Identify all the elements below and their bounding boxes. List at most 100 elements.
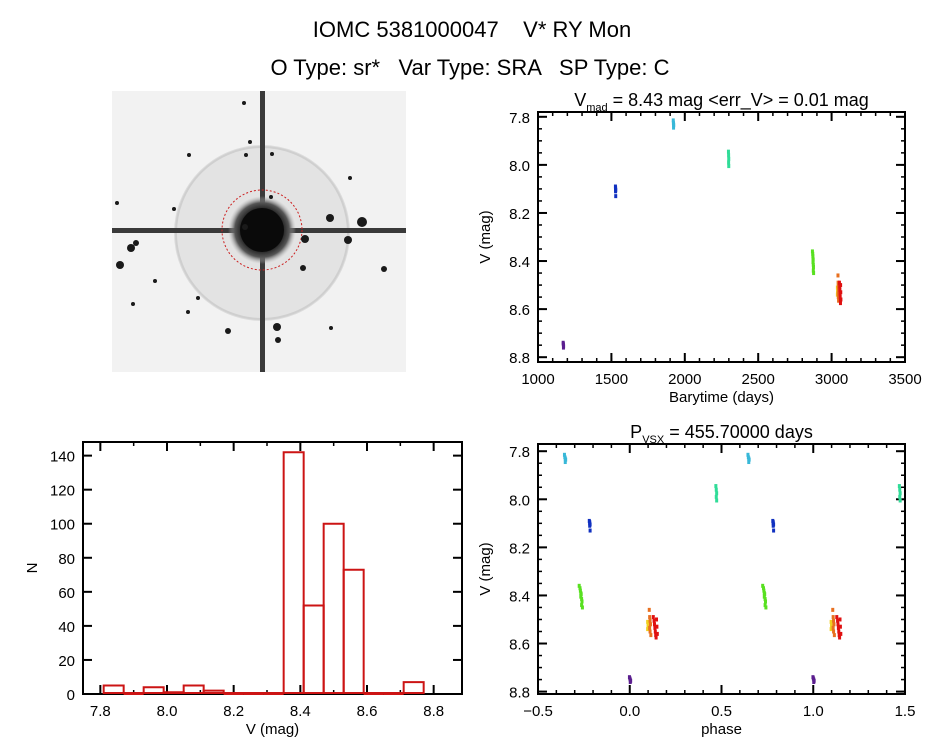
data-point <box>831 625 835 630</box>
data-point <box>648 625 652 630</box>
data-point <box>671 118 675 123</box>
x-tick-label: 8.6 <box>357 703 378 720</box>
data-point <box>747 457 751 462</box>
star-icon <box>131 302 135 306</box>
data-point <box>836 273 840 278</box>
x-tick-label: 8.4 <box>290 703 311 720</box>
y-tick-label: 0 <box>67 687 75 704</box>
star-icon <box>115 201 119 205</box>
y-tick-label: 8.6 <box>509 637 530 654</box>
histogram-bar <box>402 681 425 694</box>
star-icon <box>172 207 176 211</box>
y-tick-label: 8.2 <box>509 540 530 557</box>
data-point <box>727 156 731 161</box>
x-tick-label: 8.0 <box>157 703 178 720</box>
plot-title-rest: = 455.70000 days <box>664 422 813 442</box>
data-point <box>763 592 767 597</box>
data-point <box>562 452 566 457</box>
plot-title-subscript: mad <box>586 102 607 114</box>
histogram-bar <box>322 522 345 694</box>
x-axis-label: V (mag) <box>246 721 299 738</box>
data-point <box>835 615 839 620</box>
data-point <box>646 623 650 628</box>
plot-frame <box>537 111 906 363</box>
data-point <box>832 629 836 634</box>
star-icon <box>269 195 273 199</box>
data-point <box>811 268 815 273</box>
x-tick-label: 0.5 <box>711 703 732 720</box>
data-point <box>672 125 676 130</box>
data-point <box>577 583 581 588</box>
data-point <box>898 494 902 499</box>
data-point <box>655 631 659 636</box>
data-point <box>727 153 731 158</box>
data-point <box>838 624 842 629</box>
data-point <box>839 290 843 295</box>
star-icon <box>329 326 333 330</box>
x-axis-label: Barytime (days) <box>669 389 774 406</box>
data-point <box>762 588 766 593</box>
star-icon <box>248 140 252 144</box>
star-field-image <box>112 91 406 372</box>
data-point <box>898 498 902 503</box>
data-point <box>811 262 815 267</box>
y-tick-label: 120 <box>50 483 75 500</box>
data-point <box>761 583 765 588</box>
data-point <box>648 622 652 627</box>
star-icon <box>244 153 248 157</box>
data-point <box>837 629 841 634</box>
plot-title-rest: = 8.43 mag <err_V> = 0.01 mag <box>608 90 869 111</box>
data-point <box>646 619 650 624</box>
star-icon <box>300 265 306 271</box>
y-tick-label: 8.4 <box>509 254 530 271</box>
data-point <box>726 149 730 154</box>
data-point <box>771 523 775 528</box>
data-point <box>646 627 650 632</box>
data-point <box>747 460 751 465</box>
y-tick-label: 60 <box>58 585 75 602</box>
data-point <box>812 271 816 276</box>
data-point <box>764 605 768 610</box>
data-point <box>836 625 840 630</box>
x-tick-label: 7.8 <box>90 703 111 720</box>
y-axis-label: N <box>24 563 41 574</box>
y-axis-label: V (mag) <box>477 542 494 595</box>
data-point <box>714 494 718 499</box>
star-icon <box>326 214 334 222</box>
data-point <box>832 633 836 638</box>
data-point <box>811 265 815 270</box>
data-point <box>761 586 765 591</box>
data-point <box>829 619 833 624</box>
data-point <box>836 291 840 296</box>
data-point <box>655 624 659 629</box>
star-icon <box>275 337 281 343</box>
x-axis-label: phase <box>701 721 742 738</box>
x-tick-label: 1000 <box>521 371 554 388</box>
y-tick-label: 40 <box>58 619 75 636</box>
data-point <box>897 484 901 489</box>
data-point <box>811 251 815 256</box>
histogram-bar <box>282 451 305 694</box>
x-tick-label: −0.5 <box>523 703 553 720</box>
figure-subtitle: O Type: sr* Var Type: SRA SP Type: C <box>270 55 669 80</box>
x-tick-label: 2000 <box>668 371 701 388</box>
x-tick-label: 3500 <box>888 371 921 388</box>
data-point <box>839 631 843 636</box>
data-point <box>648 618 652 623</box>
star-icon <box>242 101 246 105</box>
data-point <box>830 623 834 628</box>
data-point <box>580 599 584 604</box>
data-point <box>648 615 652 620</box>
data-point <box>832 618 836 623</box>
data-point <box>837 280 841 285</box>
data-point <box>714 484 718 489</box>
y-tick-label: 20 <box>58 653 75 670</box>
data-point <box>654 633 658 638</box>
data-point <box>580 597 584 602</box>
y-axis-label: V (mag) <box>477 210 494 263</box>
star-icon <box>301 235 309 243</box>
plot-title-subscript: VSX <box>642 434 665 446</box>
y-tick-label: 100 <box>50 517 75 534</box>
star-icon <box>153 279 157 283</box>
